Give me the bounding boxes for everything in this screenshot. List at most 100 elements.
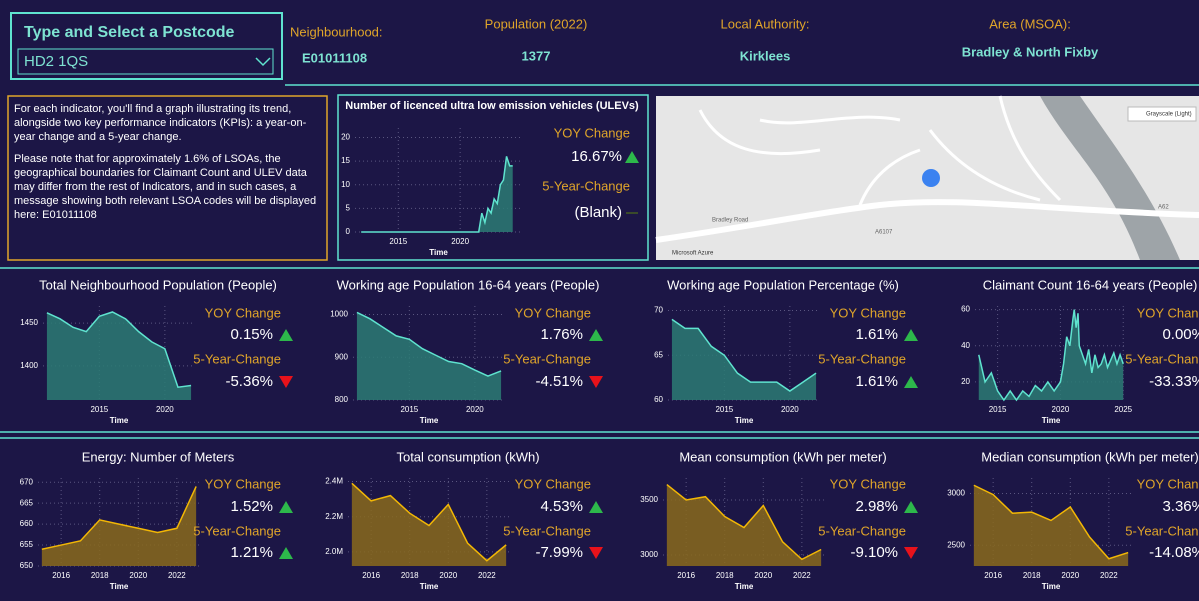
field-label: Local Authority: [721, 16, 810, 31]
x-tick-label: 2015 [715, 405, 733, 414]
y-tick-label: 670 [20, 477, 34, 486]
chart-title: Median consumption (kWh per meter) [981, 449, 1198, 464]
kpi-value: -7.99% [535, 544, 583, 561]
kpi-value: (Blank) [574, 204, 622, 221]
kpi-value: 0.00% [1162, 326, 1199, 343]
kpi-label: YOY Change [1137, 305, 1199, 320]
x-tick-label: 2018 [401, 571, 419, 580]
trend-up [279, 547, 293, 559]
chart-title: Total Neighbourhood Population (People) [39, 277, 277, 292]
chart-title: Working age Population Percentage (%) [667, 277, 899, 292]
x-tick-label: 2020 [439, 571, 457, 580]
y-tick-label: 800 [335, 395, 349, 404]
road-label: A62 [1158, 205, 1169, 211]
y-tick-label: 70 [654, 306, 663, 315]
kpi-label: YOY Change [554, 125, 630, 140]
kpi-value: -4.51% [535, 373, 583, 390]
kpi-value: -14.08% [1149, 544, 1199, 561]
area-fill [357, 312, 501, 400]
x-tick-label: 2018 [1023, 571, 1041, 580]
x-axis-label: Time [429, 248, 448, 257]
y-tick-label: 900 [335, 352, 349, 361]
kpi-value: 4.53% [540, 498, 583, 515]
kpi-label: 5-Year-Change [542, 178, 630, 193]
kpi-label: YOY Change [515, 305, 591, 320]
kpi-value: 3.36% [1162, 498, 1199, 515]
kpi-label: YOY Change [830, 305, 906, 320]
info-paragraph: For each indicator, you'll find a graph … [14, 102, 319, 144]
map[interactable]: Bradley Road A6107 A62 Grayscale (Light)… [656, 96, 1199, 260]
kpi-value: -5.36% [225, 373, 273, 390]
y-tick-label: 20 [341, 133, 350, 142]
info-paragraph: Please note that for approximately 1.6% … [14, 152, 319, 222]
x-tick-label: 2020 [781, 405, 799, 414]
x-tick-label: 2020 [1052, 405, 1070, 414]
kpi-value: -9.10% [850, 544, 898, 561]
field-value: Bradley & North Fixby [962, 44, 1099, 59]
x-axis-label: Time [420, 416, 439, 425]
kpi-label: YOY Change [830, 476, 906, 491]
x-axis-label: Time [1042, 582, 1061, 591]
y-tick-label: 655 [20, 540, 34, 549]
info-text: For each indicator, you'll find a graph … [14, 102, 319, 230]
y-tick-label: 650 [20, 561, 34, 570]
postcode-title: Type and Select a Postcode [24, 24, 235, 41]
x-axis-label: Time [735, 416, 754, 425]
kpi-label: YOY Change [205, 305, 281, 320]
chart-title: Number of licenced ultra low emission ve… [345, 100, 639, 112]
x-tick-label: 2016 [52, 571, 70, 580]
trend-up [589, 329, 603, 341]
x-tick-label: 2020 [451, 237, 469, 246]
trend-up [625, 151, 639, 163]
kpi-value: 2.98% [855, 498, 898, 515]
y-tick-label: 2.0M [325, 547, 343, 556]
y-tick-label: 3500 [640, 495, 658, 504]
kpi-value: 1.61% [855, 373, 898, 390]
map-style-label[interactable]: Grayscale (Light) [1146, 112, 1192, 118]
x-tick-label: 2015 [989, 405, 1007, 414]
x-tick-label: 2018 [91, 571, 109, 580]
kpi-value: 0.15% [230, 326, 273, 343]
y-tick-label: 15 [341, 156, 350, 165]
kpi-value: 1.61% [855, 326, 898, 343]
field-value: Kirklees [740, 48, 791, 63]
x-tick-label: 2018 [716, 571, 734, 580]
trend-up [904, 501, 918, 513]
kpi-label: 5-Year-Change [503, 523, 591, 538]
x-tick-label: 2020 [466, 405, 484, 414]
kpi-label: 5-Year-Change [193, 523, 281, 538]
x-tick-label: 2020 [129, 571, 147, 580]
x-tick-label: 2025 [1114, 405, 1132, 414]
trend-down [589, 376, 603, 388]
kpi-value: 1.76% [540, 326, 583, 343]
location-marker [922, 169, 940, 187]
y-tick-label: 60 [654, 395, 663, 404]
field-label: Area (MSOA): [989, 16, 1071, 31]
kpi-value: 1.21% [230, 544, 273, 561]
y-tick-label: 1400 [20, 361, 38, 370]
x-tick-label: 2020 [1061, 571, 1079, 580]
x-axis-label: Time [1042, 416, 1061, 425]
trend-up [589, 501, 603, 513]
y-tick-label: 10 [341, 180, 350, 189]
area-fill [42, 486, 196, 566]
area-fill [667, 485, 821, 566]
trend-down [279, 376, 293, 388]
kpi-label: 5-Year-Change [193, 351, 281, 366]
y-tick-label: 1000 [330, 310, 348, 319]
trend-down [904, 547, 918, 559]
x-axis-label: Time [110, 416, 129, 425]
field-label: Neighbourhood: [290, 24, 383, 39]
trend-up [279, 329, 293, 341]
road-label: A6107 [875, 230, 893, 236]
trend-up [904, 329, 918, 341]
y-tick-label: 40 [961, 341, 970, 350]
x-tick-label: 2015 [400, 405, 418, 414]
kpi-label: 5-Year-Change [503, 351, 591, 366]
postcode-value[interactable]: HD2 1QS [24, 53, 88, 70]
x-tick-label: 2016 [362, 571, 380, 580]
chart-title: Working age Population 16-64 years (Peop… [337, 277, 600, 292]
kpi-value: -33.33% [1149, 373, 1199, 390]
x-tick-label: 2016 [677, 571, 695, 580]
kpi-label: 5-Year-Change [1125, 351, 1199, 366]
